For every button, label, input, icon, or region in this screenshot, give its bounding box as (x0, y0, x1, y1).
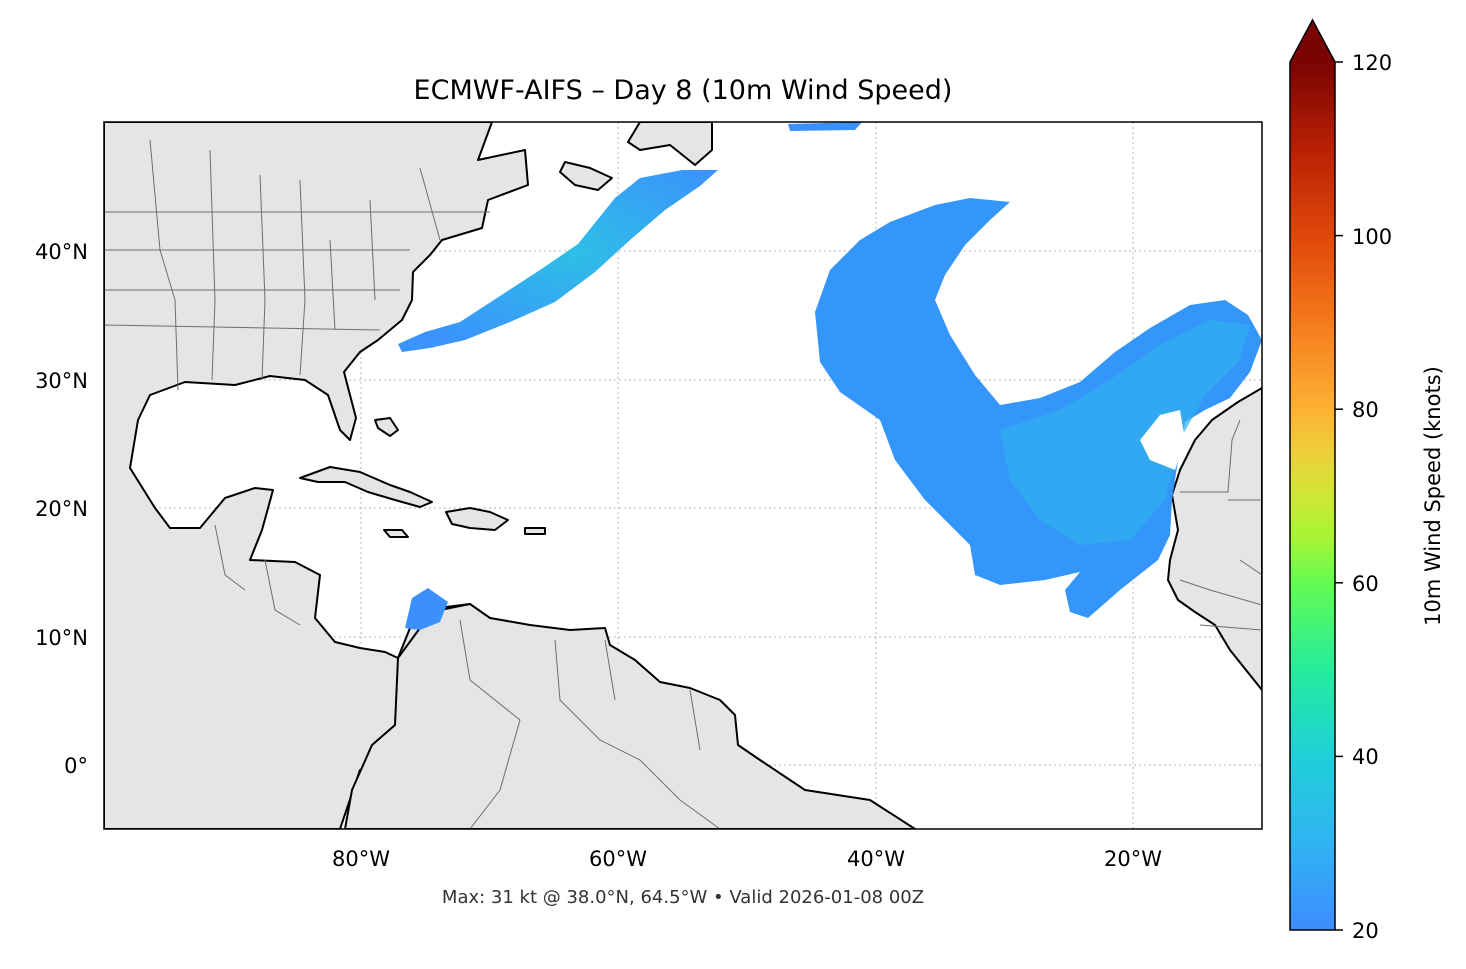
lon-label-60w: 60°W (589, 847, 647, 871)
newfoundland-land (627, 122, 713, 166)
wind-core-central-atlantic (1000, 320, 1250, 545)
colorbar-tick-120: 120 (1352, 51, 1392, 75)
wind-jet-western-atlantic (398, 170, 718, 352)
landmasses (104, 122, 1262, 829)
latitude-labels: 40°N 30°N 20°N 10°N 0° (35, 240, 88, 778)
chart-title: ECMWF-AIFS – Day 8 (10m Wind Speed) (414, 75, 953, 106)
lat-label-40n: 40°N (35, 240, 88, 264)
lat-label-equator: 0° (64, 754, 88, 778)
colorbar-extend-arrow (1290, 20, 1335, 62)
longitude-labels: 80°W 60°W 40°W 20°W (332, 847, 1162, 871)
lat-label-20n: 20°N (35, 497, 88, 521)
colorbar-tick-60: 60 (1352, 572, 1379, 596)
colorbar-tick-20: 20 (1352, 919, 1379, 943)
lon-label-20w: 20°W (1104, 847, 1162, 871)
wind-patch-caribbean (405, 588, 448, 630)
colorbar-tick-40: 40 (1352, 745, 1379, 769)
wind-speed-field (398, 122, 1262, 630)
colorbar: 20 40 60 80 100 120 10m Wind Speed (knot… (1289, 18, 1445, 943)
wind-patch-north-edge (788, 122, 862, 131)
political-borders (104, 139, 1262, 829)
colorbar-tick-100: 100 (1352, 225, 1392, 249)
colorbar-gradient (1290, 62, 1335, 930)
bahamas-land (374, 417, 399, 437)
cuba-land (299, 466, 433, 508)
colorbar-frame (1289, 18, 1336, 931)
colorbar-tick-80: 80 (1352, 398, 1379, 422)
hispaniola-land (445, 507, 509, 531)
map-panel (104, 122, 1262, 829)
lat-label-30n: 30°N (35, 369, 88, 393)
max-wind-footer: Max: 31 kt @ 38.0°N, 64.5°W • Valid 2026… (442, 887, 924, 908)
jamaica-land (383, 529, 409, 538)
south-america-land (344, 603, 916, 829)
wind-gap-central-atlantic (1140, 410, 1185, 470)
lon-label-40w: 40°W (847, 847, 905, 871)
puerto-rico-land (524, 527, 546, 535)
lon-label-80w: 80°W (332, 847, 390, 871)
lat-label-10n: 10°N (35, 626, 88, 650)
africa-land (1167, 387, 1262, 691)
map-frame (103, 121, 1263, 830)
colorbar-ticks (1335, 61, 1343, 931)
nova-scotia-land (559, 161, 613, 191)
colorbar-label: 10m Wind Speed (knots) (1421, 366, 1445, 626)
